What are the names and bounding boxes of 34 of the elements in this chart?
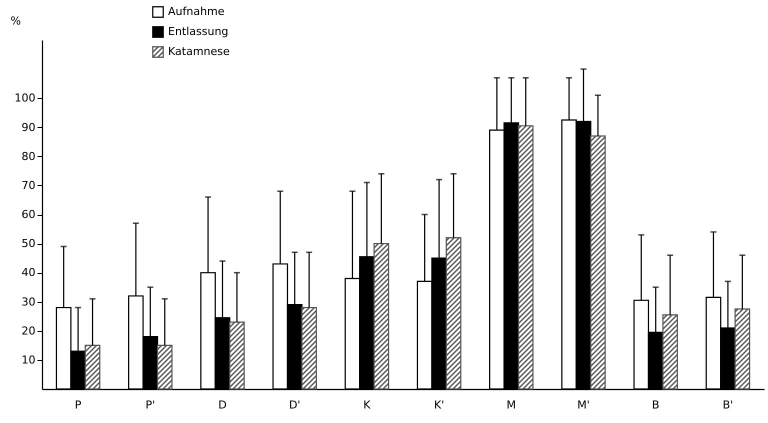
y-tick-label: 90 (22, 120, 36, 134)
bar (301, 306, 317, 390)
y-tick-label: 60 (22, 208, 36, 221)
y-tick-label: 30 (22, 295, 36, 308)
legend-label: Entlassung (168, 25, 228, 38)
y-tick-label: 40 (22, 266, 36, 280)
y-tick-label: 100 (14, 92, 36, 105)
y-tick-label: 10 (22, 353, 36, 366)
bar (662, 314, 678, 390)
x-tick-label: K (363, 398, 372, 412)
y-tick-label: 70 (22, 178, 36, 192)
x-tick-label: P (74, 398, 82, 412)
y-axis-title: % (10, 14, 21, 28)
x-tick-label: M (506, 398, 516, 412)
x-tick-label: B' (722, 398, 734, 412)
legend-label: Katamnese (168, 45, 230, 58)
bar (229, 322, 245, 390)
bar (734, 308, 750, 390)
x-tick-label: D' (288, 398, 300, 412)
bar (156, 344, 173, 390)
y-tick-label: 80 (22, 150, 36, 163)
bar (374, 242, 390, 390)
x-tick-label: P' (145, 398, 156, 412)
legend-label: Aufnahme (168, 5, 225, 18)
x-tick-label: B (652, 398, 660, 412)
bar (518, 125, 534, 390)
x-tick-label: M' (577, 398, 590, 412)
x-tick-label: D (218, 398, 227, 412)
bar (446, 237, 462, 390)
x-tick-label: K' (434, 398, 444, 412)
bar (84, 344, 100, 390)
bar (590, 135, 606, 390)
y-tick-label: 20 (22, 324, 36, 338)
y-tick-label: 50 (22, 237, 36, 250)
